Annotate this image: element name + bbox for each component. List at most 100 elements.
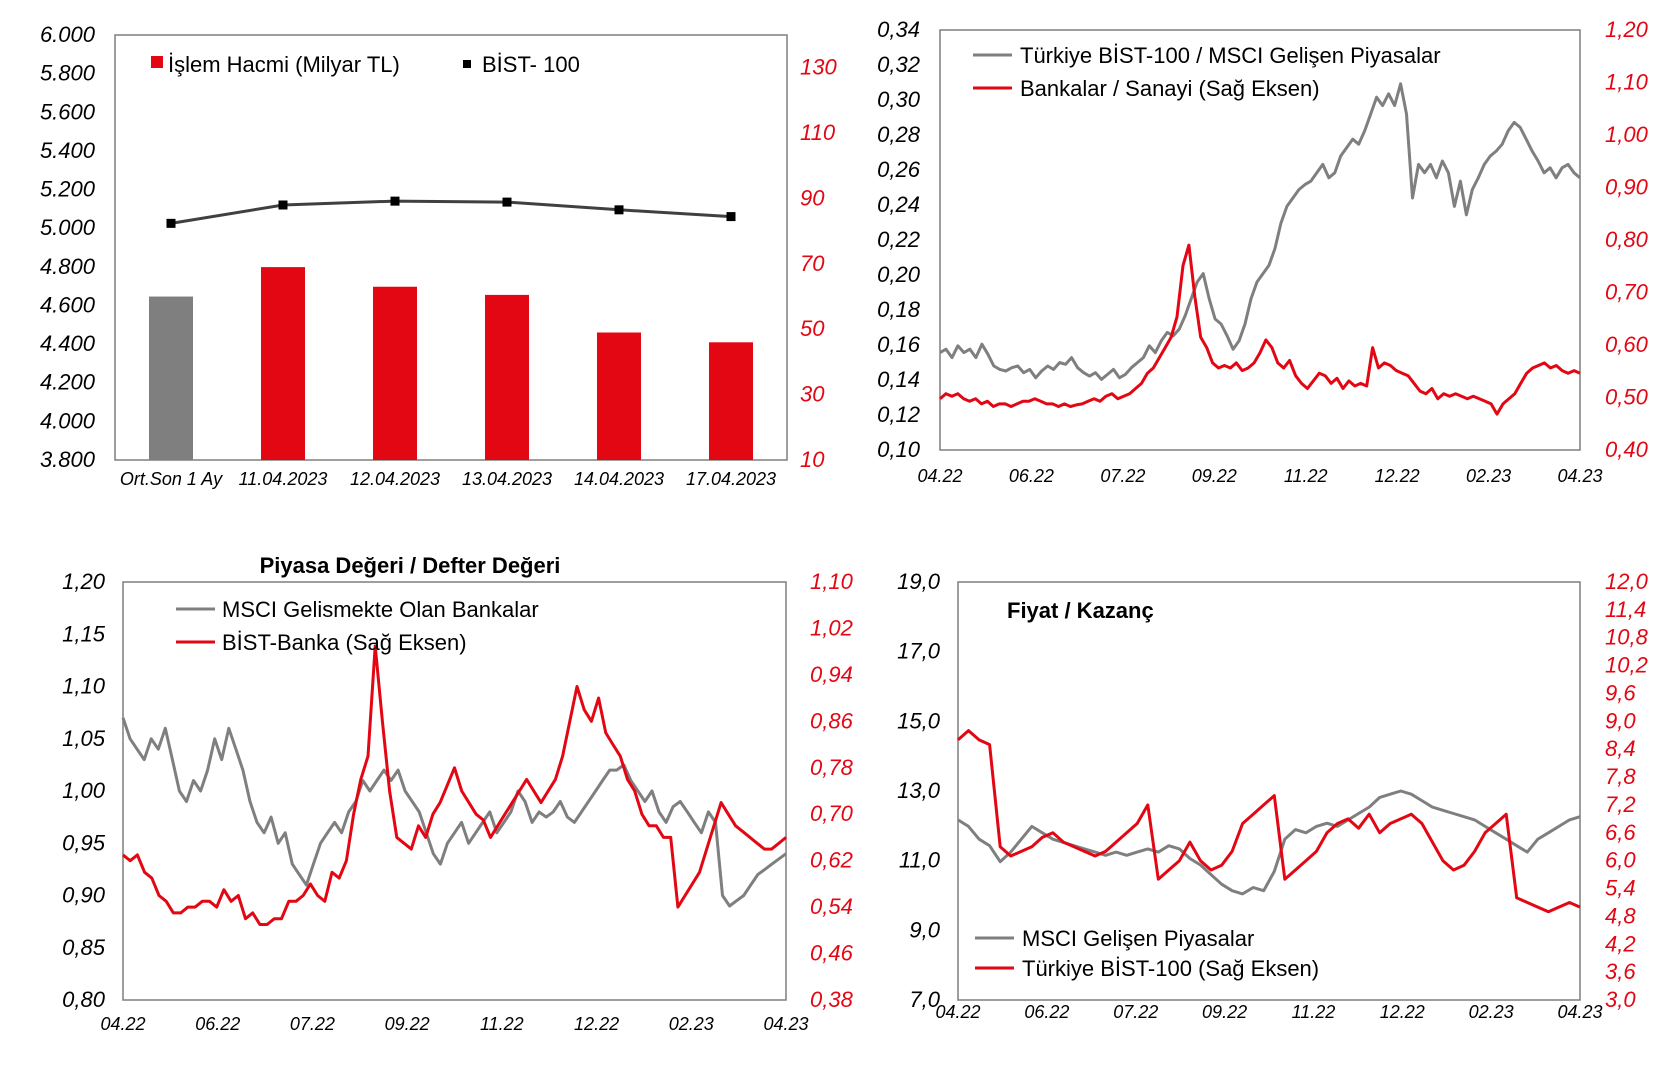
y-tick-label: 0,95: [62, 830, 106, 855]
y-tick-label: 15,0: [897, 708, 941, 733]
y2-tick-label: 4,8: [1605, 903, 1636, 928]
y2-tick-label: 110: [800, 120, 836, 145]
y2-tick-label: 6,6: [1605, 820, 1636, 845]
x-tick-label: 04.23: [1557, 1002, 1602, 1022]
y2-tick-label: 0,50: [1605, 385, 1649, 410]
chart-title: Fiyat / Kazanç: [1007, 598, 1154, 623]
y2-tick-label: 10,2: [1605, 653, 1648, 678]
x-tick-label: 11.04.2023: [239, 469, 328, 489]
x-tick-label: 04.23: [763, 1014, 808, 1034]
legend-label-gray: Türkiye BİST-100 / MSCI Gelişen Piyasala…: [1020, 43, 1441, 68]
y-tick-label: 6.000: [40, 22, 96, 47]
y2-tick-label: 5,4: [1605, 876, 1636, 901]
y-tick-label: 4.200: [40, 370, 96, 395]
plot-frame: [957, 581, 1581, 1001]
y2-tick-label: 11,4: [1605, 597, 1646, 622]
y2-tick-label: 0,70: [810, 801, 854, 826]
y-tick-label: 0,14: [877, 367, 920, 392]
x-tick-label: 02.23: [1469, 1002, 1514, 1022]
y2-tick-label: 0,46: [810, 941, 854, 966]
y-tick-label: 0,34: [877, 17, 920, 42]
y-tick-label: 0,80: [62, 987, 106, 1012]
x-tick-label: 04.22: [100, 1014, 145, 1034]
legend-swatch-volume: [151, 56, 163, 68]
y2-tick-label: 0,86: [810, 708, 854, 733]
y-tick-label: 4.400: [40, 331, 96, 356]
y-tick-label: 0,12: [877, 402, 920, 427]
legend-label-red: BİST-Banka (Sağ Eksen): [222, 630, 467, 655]
legend-label-red: Türkiye BİST-100 (Sağ Eksen): [1022, 956, 1319, 981]
y2-tick-label: 0,90: [1605, 175, 1649, 200]
y-tick-label: 3.800: [40, 447, 96, 472]
y2-tick-label: 30: [800, 382, 825, 407]
y2-tick-label: 9,6: [1605, 680, 1636, 705]
y-tick-label: 11,0: [899, 848, 941, 873]
y-tick-label: 7,0: [909, 987, 940, 1012]
x-tick-label: 06.22: [195, 1014, 240, 1034]
y-tick-label: 4.800: [40, 254, 96, 279]
chart-title: Piyasa Değeri / Defter Değeri: [260, 553, 561, 578]
legend: Türkiye BİST-100 / MSCI Gelişen Piyasala…: [973, 43, 1441, 101]
x-tick-label: 12.22: [1375, 466, 1420, 486]
y2-tick-label: 1,10: [1605, 70, 1649, 95]
y-tick-label: 13,0: [897, 778, 941, 803]
y-tick-label: 0,20: [877, 262, 921, 287]
volume-bar: [709, 342, 753, 460]
y2-tick-label: 1,10: [810, 569, 854, 594]
y2-tick-label: 6,0: [1605, 848, 1636, 873]
bist-marker: [614, 205, 624, 215]
x-tick-label: 11.22: [1292, 1002, 1336, 1022]
x-tick-label: 04.23: [1557, 466, 1602, 486]
legend: MSCI Gelismekte Olan Bankalar BİST-Banka…: [176, 597, 539, 655]
y2-tick-label: 0,54: [810, 894, 853, 919]
y-tick-label: 9,0: [909, 917, 940, 942]
legend-label-gray: MSCI Gelişen Piyasalar: [1022, 926, 1254, 951]
y2-tick-label: 10: [800, 447, 825, 472]
legend-label-volume: İşlem Hacmi (Milyar TL): [168, 52, 400, 77]
volume-bar: [261, 267, 305, 460]
series-line-gray: [957, 789, 1581, 896]
legend: İşlem Hacmi (Milyar TL) BİST- 100: [151, 52, 580, 77]
y-tick-label: 0,28: [877, 122, 921, 147]
y2-tick-label: 0,62: [810, 848, 853, 873]
y2-tick-label: 0,38: [810, 987, 854, 1012]
y-tick-label: 0,18: [877, 297, 921, 322]
y-tick-label: 0,26: [877, 157, 921, 182]
series-line-gray: [121, 717, 787, 908]
y-tick-label: 5.000: [40, 215, 96, 240]
bist-marker: [502, 197, 512, 207]
x-tick-label: Ort.Son 1 Ay: [120, 469, 223, 489]
y-tick-label: 0,90: [62, 883, 106, 908]
y-tick-label: 0,32: [877, 52, 920, 77]
legend-marker-bist: [463, 60, 471, 68]
x-tick-label: 04.22: [935, 1002, 980, 1022]
y-tick-label: 0,30: [877, 87, 921, 112]
y2-tick-label: 0,60: [1605, 332, 1649, 357]
y2-tick-label: 9,0: [1605, 708, 1636, 733]
x-tick-label: 14.04.2023: [574, 469, 664, 489]
y-tick-label: 1,05: [62, 726, 106, 751]
legend: MSCI Gelişen Piyasalar Türkiye BİST-100 …: [975, 926, 1319, 981]
y-tick-label: 0,24: [877, 192, 920, 217]
pb-chart: Piyasa Değeri / Defter Değeri 1,20 1,15 1,…: [62, 553, 853, 1034]
y2-tick-label: 130: [800, 55, 837, 80]
volume-bar: [149, 296, 193, 460]
y-tick-label: 19,0: [897, 569, 941, 594]
x-tick-label: 07.22: [290, 1014, 335, 1034]
x-tick-label: 12.22: [1380, 1002, 1425, 1022]
y2-tick-label: 4,2: [1605, 931, 1636, 956]
y-tick-label: 0,10: [877, 437, 921, 462]
volume-bar: [597, 332, 641, 460]
x-tick-label: 12.22: [574, 1014, 619, 1034]
series-line-red: [957, 729, 1581, 914]
volume-bar: [485, 294, 529, 460]
y2-tick-label: 7,2: [1605, 792, 1636, 817]
legend-label-red: Bankalar / Sanayi (Sağ Eksen): [1020, 76, 1320, 101]
volume-bar: [373, 286, 417, 460]
y-tick-label: 5.200: [40, 177, 96, 202]
plot-frame: [939, 29, 1581, 451]
y2-tick-label: 50: [800, 316, 825, 341]
x-tick-label: 07.22: [1113, 1002, 1158, 1022]
y-tick-label: 1,10: [62, 674, 106, 699]
